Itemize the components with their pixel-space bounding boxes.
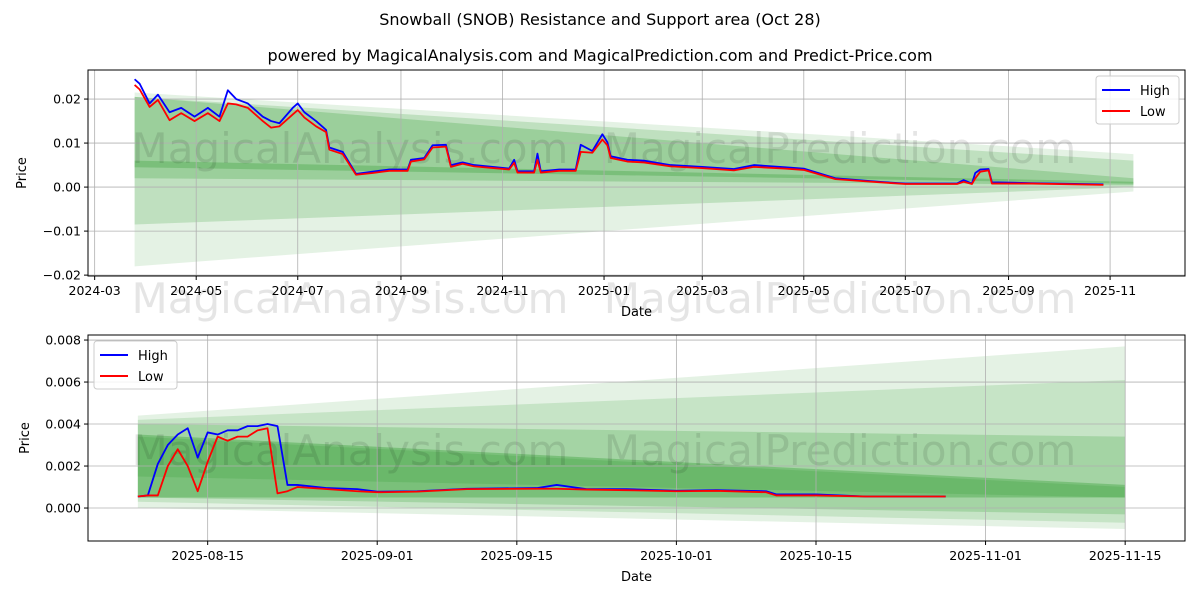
- chart-2: 2025-08-15 2025-09-01 2025-09-15 2025-10-01…: [18, 333, 1186, 585]
- y-tick-label: 0.01: [53, 136, 81, 151]
- legend-label: High: [138, 349, 168, 364]
- chart-1: 2024-03 2024-05 2024-07 2024-09 2024-11 2025-…: [15, 69, 1186, 323]
- x-tick-label: 2025-05: [778, 283, 830, 298]
- plot-frame: [87, 334, 1186, 542]
- y-axis-label: Price: [15, 157, 30, 189]
- watermark: MagicalAnalysis.com: [132, 274, 569, 323]
- x-tick-label: 2025-01: [578, 283, 630, 298]
- y-tick-label: 0.02: [53, 92, 81, 107]
- x-tick-label: 2025-07: [879, 283, 931, 298]
- x-tick-label: 2024-09: [375, 283, 427, 298]
- x-tick-label: 2025-09: [982, 283, 1034, 298]
- x-tick-label: 2025-09-15: [480, 548, 553, 563]
- support-resistance-band: [137, 436, 1126, 498]
- x-tick-label: 2025-11-01: [949, 548, 1022, 563]
- y-tick-label: 0.000: [45, 501, 81, 516]
- support-resistance-band: [134, 160, 1134, 184]
- watermark: MagicalPrediction.com: [604, 274, 1077, 323]
- plot-frame: [87, 69, 1186, 277]
- x-tick-label: 2024-05: [170, 283, 222, 298]
- legend-label: Low: [1140, 105, 1166, 120]
- x-tick-label: 2024-07: [272, 283, 324, 298]
- y-axis-label: Price: [18, 422, 33, 454]
- chart-subtitle: powered by MagicalAnalysis.com and Magic…: [267, 46, 933, 65]
- x-tick-label: 2025-11: [1084, 283, 1136, 298]
- x-axis-label: Date: [621, 570, 652, 585]
- y-tick-label: 0.008: [45, 333, 81, 348]
- x-tick-label: 2024-11: [476, 283, 528, 298]
- y-tick-label: 0.00: [53, 180, 81, 195]
- x-tick-label: 2025-03: [676, 283, 728, 298]
- x-tick-label: 2025-08-15: [171, 548, 244, 563]
- watermark: MagicalAnalysis.com: [132, 426, 569, 475]
- y-tick-label: 0.006: [45, 375, 81, 390]
- chart-title: Snowball (SNOB) Resistance and Support a…: [379, 10, 821, 29]
- legend: High Low: [93, 340, 178, 390]
- x-tick-label: 2025-10-15: [780, 548, 853, 563]
- x-tick-label: 2024-03: [69, 283, 121, 298]
- support-resistance-band: [137, 379, 1126, 523]
- x-tick-label: 2025-09-01: [341, 548, 414, 563]
- series-line-low: [134, 84, 1104, 186]
- legend-label: High: [1140, 84, 1170, 99]
- y-tick-label: −0.02: [43, 268, 81, 283]
- support-resistance-band: [137, 346, 1126, 530]
- x-tick-label: 2025-10-01: [640, 548, 713, 563]
- legend-label: Low: [138, 370, 164, 385]
- y-tick-label: 0.002: [45, 459, 81, 474]
- watermark: MagicalPrediction.com: [604, 124, 1077, 173]
- support-resistance-band: [134, 92, 1134, 267]
- y-tick-label: −0.01: [43, 224, 81, 239]
- x-tick-label: 2025-11-15: [1089, 548, 1162, 563]
- series-line-low: [137, 427, 946, 498]
- y-tick-label: 0.004: [45, 417, 81, 432]
- legend: High Low: [1095, 75, 1180, 125]
- x-axis-label: Date: [621, 305, 652, 320]
- support-resistance-band: [134, 96, 1134, 185]
- watermark: MagicalPrediction.com: [604, 426, 1077, 475]
